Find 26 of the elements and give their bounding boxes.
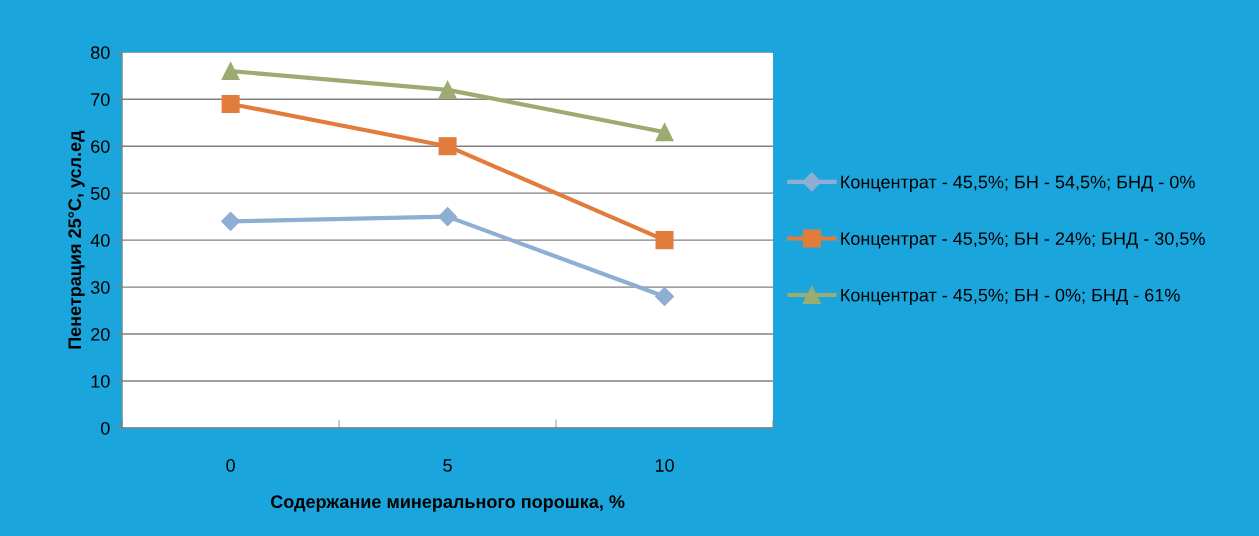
x-axis-title: Содержание минерального порошка, %	[270, 495, 625, 512]
point	[438, 207, 458, 227]
point	[655, 123, 674, 142]
y-tick-label: 10	[91, 374, 110, 388]
point	[221, 94, 240, 113]
point	[221, 62, 240, 81]
legend-label: Концентрат - 45,5%; БН - 24%; БНД - 30,5%	[841, 232, 1205, 249]
y-tick-label: 20	[91, 328, 110, 341]
legend-label: Концентрат - 45,5%; БН - 54,5%; БНД - 0%	[841, 175, 1195, 192]
y-tick-label: 30	[90, 281, 110, 294]
y-tick-label: 50	[90, 187, 110, 200]
legend-label: Концентрат - 45,5%; БН - 0%; БНД - 61%	[841, 288, 1180, 306]
point	[655, 231, 674, 250]
x-tick-label: 0	[226, 459, 235, 472]
y-axis-title: Пенетрация 25°C, усл.ед	[68, 130, 85, 349]
x-tick-label: 10	[655, 459, 674, 472]
point	[655, 286, 675, 307]
y-tick-label: 40	[90, 234, 110, 247]
y-tick-label: 70	[91, 93, 110, 106]
point	[438, 137, 457, 156]
y-tick-label: 60	[91, 140, 110, 153]
y-tick-label: 0	[100, 421, 110, 435]
point	[221, 211, 241, 231]
x-tick-label: 5	[443, 459, 452, 472]
point	[438, 80, 457, 99]
y-tick-label: 80	[91, 46, 110, 59]
